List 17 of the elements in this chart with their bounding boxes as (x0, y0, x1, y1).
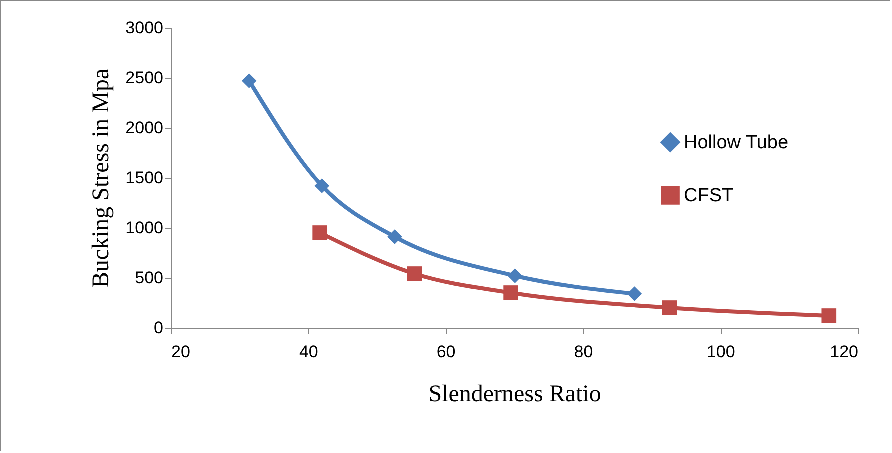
x-tick-label: 40 (299, 342, 318, 362)
x-tick-label: 80 (574, 342, 594, 362)
x-tick-label: 60 (436, 342, 456, 362)
y-tick-label: 3000 (126, 18, 164, 38)
x-tick-label: 20 (172, 342, 190, 362)
x-tick-label: 100 (706, 342, 736, 362)
y-axis-title: Bucking Stress in Mpa (88, 68, 115, 288)
x-axis-title: Slenderness Ratio (428, 382, 602, 408)
y-tick-label: 2500 (126, 68, 164, 88)
y-tick-label: 1000 (126, 218, 164, 238)
legend-label: CFST (684, 186, 734, 206)
y-tick-label: 500 (135, 268, 164, 288)
y-tick-label: 0 (154, 318, 164, 338)
y-tick-label: 2000 (126, 118, 164, 138)
x-tick-label: 120 (830, 342, 858, 362)
y-tick-label: 1500 (126, 168, 164, 188)
legend-label: Hollow Tube (684, 132, 789, 154)
